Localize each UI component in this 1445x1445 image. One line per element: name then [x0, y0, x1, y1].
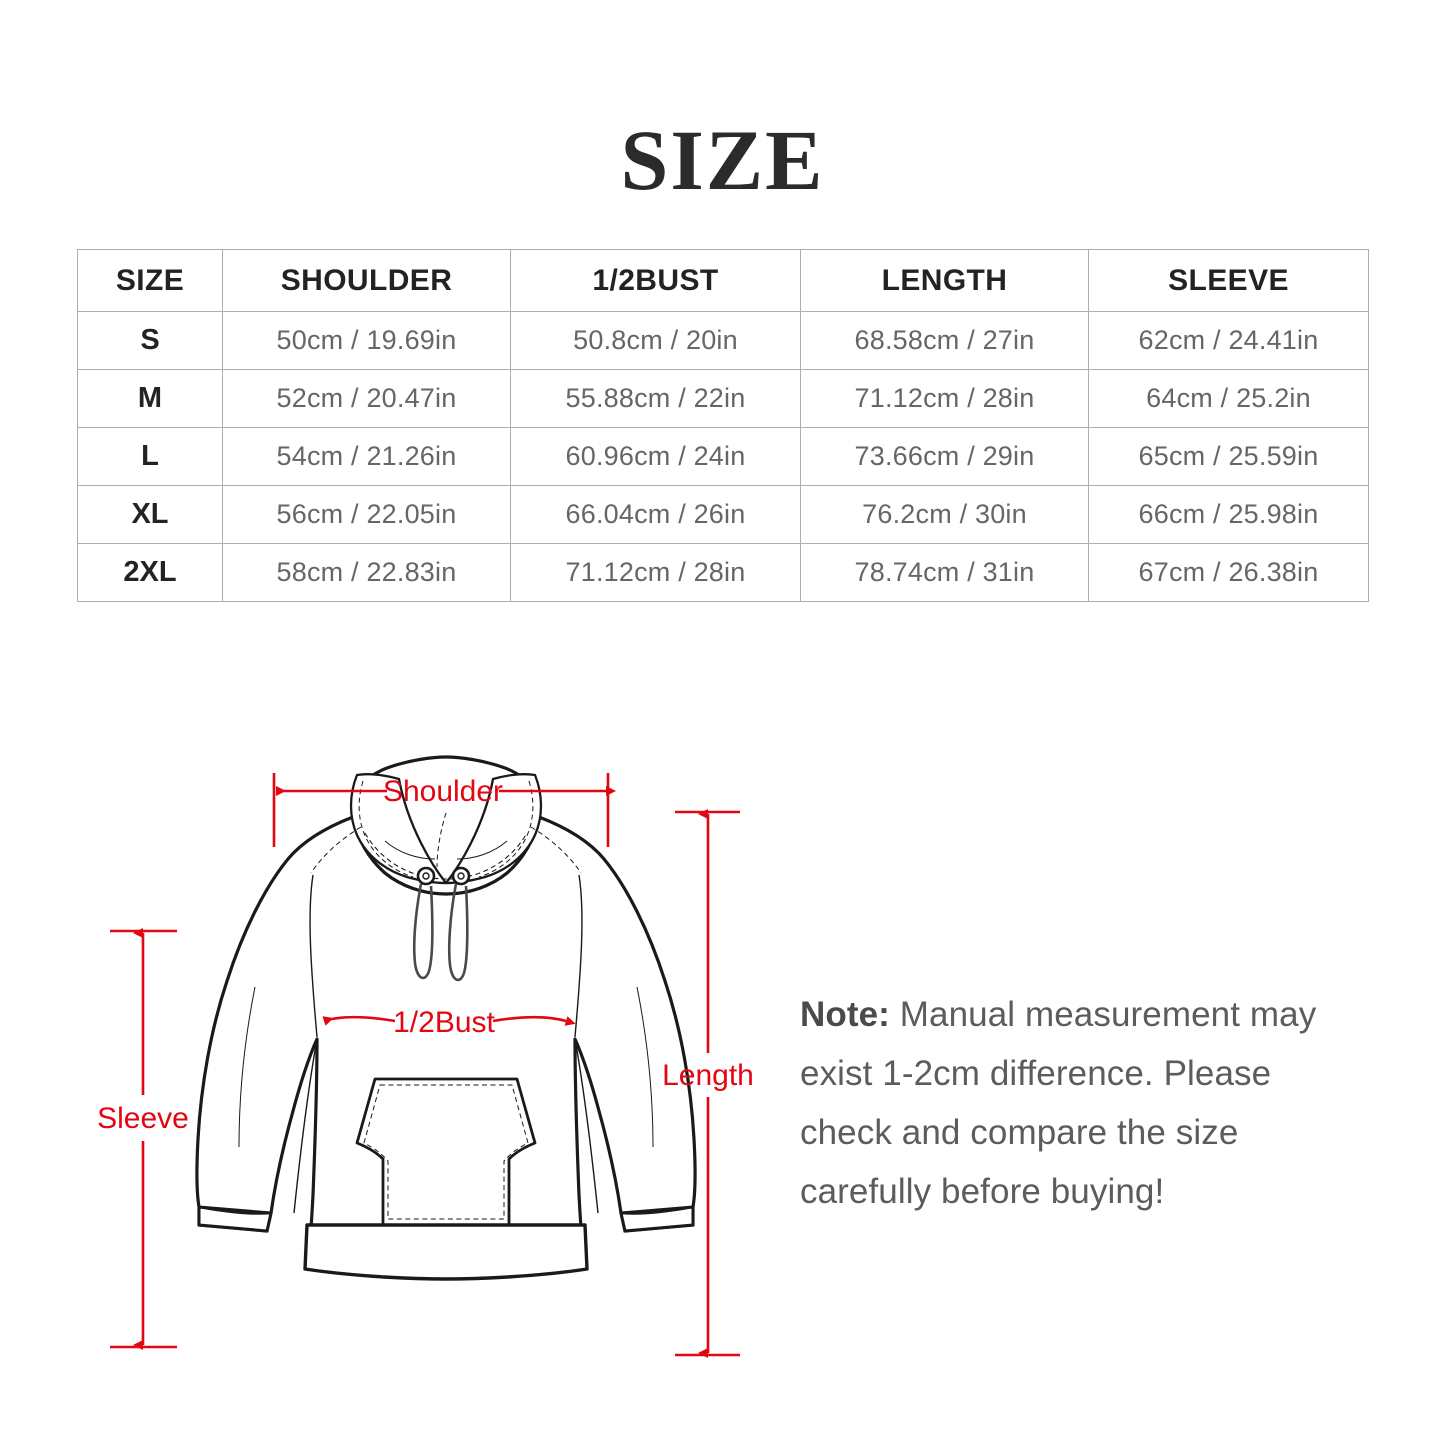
cell-sleeve: 66cm / 25.98in — [1088, 485, 1369, 544]
table-header-row: SIZE SHOULDER 1/2BUST LENGTH SLEEVE — [77, 249, 1369, 312]
bust-arrow-left — [322, 1015, 396, 1026]
left-sleeve-seam — [309, 874, 318, 1038]
sleeve-measurement: Sleeve — [97, 928, 189, 1350]
bust-arrow-right — [492, 1015, 576, 1026]
table-row: M 52cm / 20.47in 55.88cm / 22in 71.12cm … — [77, 369, 1369, 428]
cell-size: S — [77, 311, 223, 370]
hood-neckline-stitch — [364, 832, 528, 880]
table-row: S 50cm / 19.69in 50.8cm / 20in 68.58cm /… — [77, 311, 1369, 370]
hoodie-illustration — [195, 755, 697, 1281]
bottom-hem — [303, 1223, 589, 1281]
cell-length: 68.58cm / 27in — [800, 311, 1089, 370]
hood-left-highlight — [384, 840, 436, 860]
cell-shoulder: 52cm / 20.47in — [222, 369, 511, 428]
shoulder-measurement: Shoulder — [272, 773, 616, 847]
cell-size: XL — [77, 485, 223, 544]
grommet-right-hole — [457, 872, 465, 880]
grommet-left-hole — [422, 872, 430, 880]
cell-bust: 66.04cm / 26in — [510, 485, 801, 544]
cell-size: L — [77, 427, 223, 486]
column-header-shoulder: SHOULDER — [222, 249, 511, 312]
right-cuff — [619, 1205, 695, 1233]
right-shoulder-seam — [530, 826, 582, 874]
hood-center-crease — [436, 812, 447, 868]
pocket-stitch — [363, 1084, 529, 1220]
right-sleeve-seam — [574, 874, 583, 1038]
page-title: SIZE — [620, 112, 825, 208]
note-label: Note: — [800, 995, 890, 1034]
cell-length: 73.66cm / 29in — [800, 427, 1089, 486]
cell-bust: 60.96cm / 24in — [510, 427, 801, 486]
cell-sleeve: 64cm / 25.2in — [1088, 369, 1369, 428]
sleeve-label: Sleeve — [97, 1102, 189, 1135]
length-measurement: Length — [662, 809, 754, 1358]
bust-label: 1/2Bust — [393, 1006, 495, 1039]
measurement-diagram: Shoulder 1/2Bust Length Sleeve — [95, 755, 795, 1375]
kangaroo-pocket — [355, 1077, 537, 1227]
cell-sleeve: 62cm / 24.41in — [1088, 311, 1369, 370]
column-header-sleeve: SLEEVE — [1088, 249, 1369, 312]
cell-sleeve: 67cm / 26.38in — [1088, 543, 1369, 602]
right-cuff-top — [620, 1205, 694, 1215]
cell-length: 71.12cm / 28in — [800, 369, 1089, 428]
hood-left-stitch — [358, 780, 414, 878]
left-cuff — [197, 1205, 273, 1233]
table-row: L 54cm / 21.26in 60.96cm / 24in 73.66cm … — [77, 427, 1369, 486]
cell-bust: 50.8cm / 20in — [510, 311, 801, 370]
cell-size: M — [77, 369, 223, 428]
hood-right-highlight — [456, 840, 508, 860]
left-sleeve-fold — [238, 986, 256, 1148]
hood-right-stitch — [478, 780, 534, 878]
drawstring-right — [447, 883, 469, 982]
cell-length: 78.74cm / 31in — [800, 543, 1089, 602]
left-cuff-top — [198, 1205, 272, 1215]
column-header-length: LENGTH — [800, 249, 1089, 312]
table-body: S 50cm / 19.69in 50.8cm / 20in 68.58cm /… — [77, 311, 1369, 602]
cell-shoulder: 58cm / 22.83in — [222, 543, 511, 602]
cell-shoulder: 54cm / 21.26in — [222, 427, 511, 486]
cell-length: 76.2cm / 30in — [800, 485, 1089, 544]
cell-size: 2XL — [77, 543, 223, 602]
cell-shoulder: 50cm / 19.69in — [222, 311, 511, 370]
note-block: Note: Manual measurement may exist 1-2cm… — [800, 985, 1370, 1221]
right-sleeve-fold — [636, 986, 654, 1148]
column-header-size: SIZE — [77, 249, 223, 312]
table-header: SIZE SHOULDER 1/2BUST LENGTH SLEEVE — [77, 249, 1369, 312]
cell-bust: 71.12cm / 28in — [510, 543, 801, 602]
left-sleeve-inner-line — [293, 1038, 318, 1214]
length-label: Length — [662, 1059, 754, 1092]
drawstring-left — [412, 883, 434, 980]
column-header-bust: 1/2BUST — [510, 249, 801, 312]
left-shoulder-seam — [310, 826, 362, 874]
size-table: SIZE SHOULDER 1/2BUST LENGTH SLEEVE S 50… — [77, 249, 1369, 602]
cell-shoulder: 56cm / 22.05in — [222, 485, 511, 544]
hood-right-panel — [443, 773, 543, 885]
table-row: 2XL 58cm / 22.83in 71.12cm / 28in 78.74c… — [77, 543, 1369, 602]
shoulder-label: Shoulder — [383, 775, 503, 808]
size-chart-container: SIZE SHOULDER 1/2BUST LENGTH SLEEVE S 50… — [77, 249, 1369, 602]
cell-sleeve: 65cm / 25.59in — [1088, 427, 1369, 486]
table-row: XL 56cm / 22.05in 66.04cm / 26in 76.2cm … — [77, 485, 1369, 544]
right-sleeve-inner-line — [574, 1038, 599, 1214]
note-text: Manual measurement may exist 1-2cm diffe… — [800, 995, 1317, 1211]
cell-bust: 55.88cm / 22in — [510, 369, 801, 428]
bust-measurement: 1/2Bust — [322, 1006, 576, 1039]
